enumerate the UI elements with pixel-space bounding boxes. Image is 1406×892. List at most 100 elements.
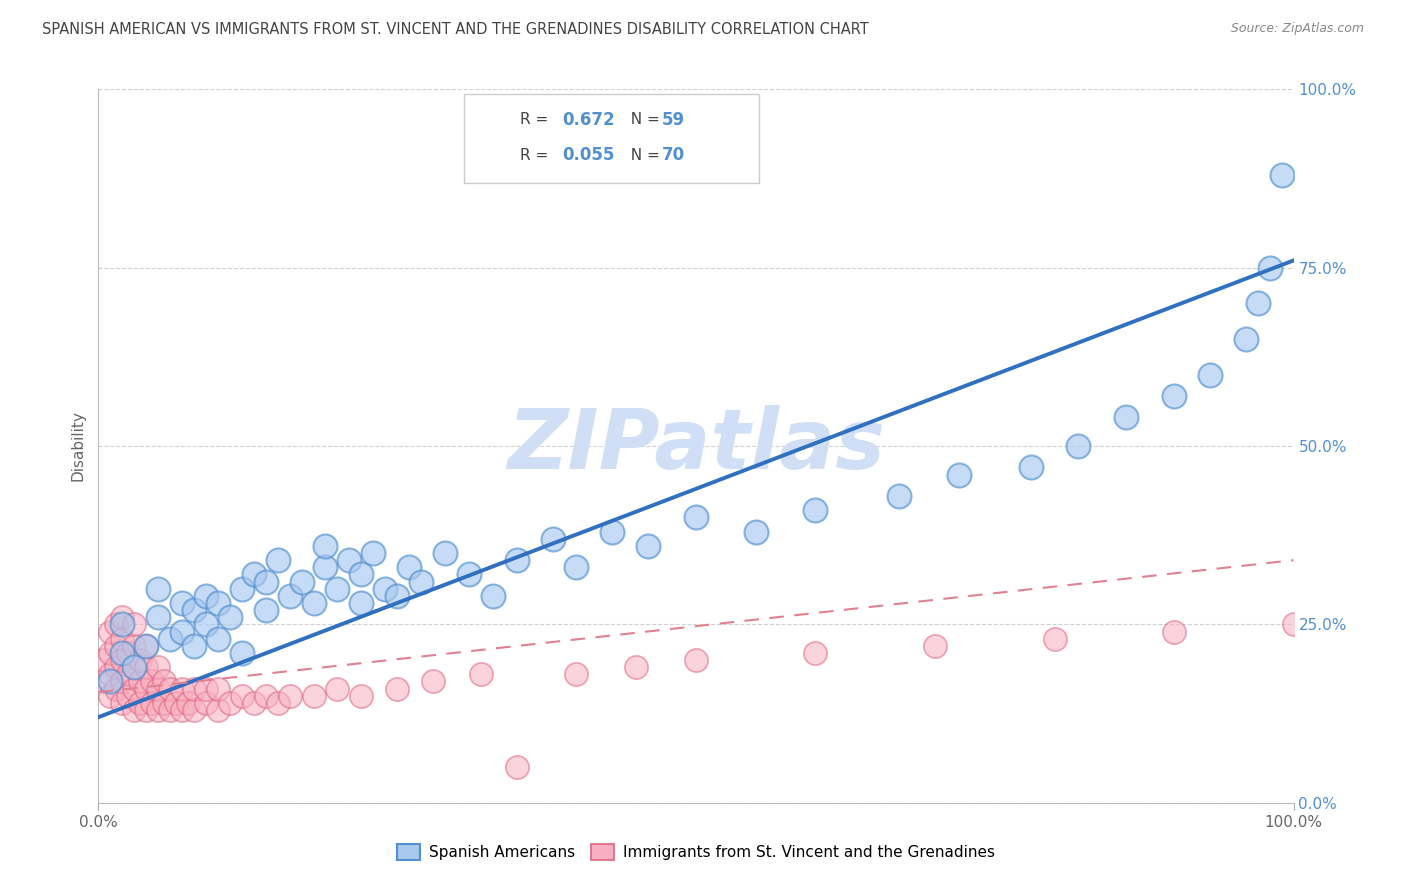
Point xyxy=(1282,617,1305,632)
Point xyxy=(111,632,134,646)
Point xyxy=(172,596,194,610)
Point xyxy=(219,610,242,624)
Point xyxy=(219,696,242,710)
Text: 0.672: 0.672 xyxy=(562,111,614,128)
Text: Source: ZipAtlas.com: Source: ZipAtlas.com xyxy=(1230,22,1364,36)
Text: R =: R = xyxy=(520,112,554,127)
Point xyxy=(350,596,373,610)
Point xyxy=(172,624,194,639)
Point xyxy=(411,574,433,589)
Point xyxy=(141,674,163,689)
Point xyxy=(195,617,218,632)
Text: N =: N = xyxy=(621,148,665,162)
Point xyxy=(183,703,205,717)
Point xyxy=(153,696,176,710)
Point xyxy=(363,546,385,560)
Point xyxy=(207,681,229,696)
Point xyxy=(385,681,409,696)
Point xyxy=(135,639,157,653)
Point xyxy=(111,653,134,667)
Point xyxy=(374,582,396,596)
Point xyxy=(148,610,170,624)
Point xyxy=(207,596,229,610)
Point xyxy=(153,674,176,689)
Point xyxy=(117,689,139,703)
Point xyxy=(135,681,157,696)
Point xyxy=(135,660,157,674)
Point xyxy=(315,560,337,574)
Point xyxy=(1271,168,1294,182)
Point xyxy=(1019,460,1042,475)
Point xyxy=(117,646,139,660)
Point xyxy=(541,532,564,546)
Point xyxy=(326,582,349,596)
Point xyxy=(105,681,128,696)
Point xyxy=(172,681,194,696)
Point xyxy=(1247,296,1270,310)
Point xyxy=(302,596,325,610)
Point xyxy=(506,553,529,567)
Point xyxy=(177,696,200,710)
Point xyxy=(105,639,128,653)
Point xyxy=(111,696,134,710)
Point xyxy=(124,681,146,696)
Point xyxy=(506,760,529,774)
Point xyxy=(1115,410,1137,425)
Point xyxy=(745,524,768,539)
Point xyxy=(124,660,146,674)
Point xyxy=(278,689,301,703)
Point xyxy=(111,610,134,624)
Point xyxy=(231,689,253,703)
Point xyxy=(458,567,481,582)
Point xyxy=(350,689,373,703)
Point xyxy=(422,674,444,689)
Text: R =: R = xyxy=(520,148,554,162)
Point xyxy=(385,589,409,603)
Point xyxy=(434,546,457,560)
Point xyxy=(98,667,122,681)
Point xyxy=(470,667,492,681)
Point xyxy=(148,660,170,674)
Point xyxy=(685,653,707,667)
Point xyxy=(398,560,420,574)
Point xyxy=(98,624,122,639)
Point xyxy=(315,539,337,553)
Point xyxy=(948,467,970,482)
Point xyxy=(231,646,253,660)
Point xyxy=(98,689,122,703)
Point xyxy=(685,510,707,524)
Point xyxy=(98,674,122,689)
Point xyxy=(626,660,648,674)
Point xyxy=(195,681,218,696)
Point xyxy=(207,703,229,717)
Point xyxy=(602,524,624,539)
Point xyxy=(165,696,187,710)
Point xyxy=(105,660,128,674)
Text: 59: 59 xyxy=(662,111,685,128)
Point xyxy=(159,681,181,696)
Point xyxy=(1199,368,1222,382)
Point xyxy=(93,674,115,689)
Point xyxy=(148,703,170,717)
Point xyxy=(804,503,827,517)
Point xyxy=(267,553,290,567)
Point xyxy=(172,703,194,717)
Text: SPANISH AMERICAN VS IMMIGRANTS FROM ST. VINCENT AND THE GRENADINES DISABILITY CO: SPANISH AMERICAN VS IMMIGRANTS FROM ST. … xyxy=(42,22,869,37)
Point xyxy=(129,653,152,667)
Point xyxy=(93,653,115,667)
Point xyxy=(1043,632,1066,646)
Point xyxy=(254,603,277,617)
Point xyxy=(254,574,277,589)
Point xyxy=(129,674,152,689)
Point xyxy=(148,681,170,696)
Point xyxy=(565,560,588,574)
Point xyxy=(231,582,253,596)
Text: 70: 70 xyxy=(662,146,685,164)
Point xyxy=(481,589,505,603)
Point xyxy=(350,567,373,582)
Point xyxy=(278,589,301,603)
Text: 0.055: 0.055 xyxy=(562,146,614,164)
Point xyxy=(1258,260,1281,275)
Point xyxy=(1163,389,1185,403)
Legend: Spanish Americans, Immigrants from St. Vincent and the Grenadines: Spanish Americans, Immigrants from St. V… xyxy=(391,838,1001,866)
